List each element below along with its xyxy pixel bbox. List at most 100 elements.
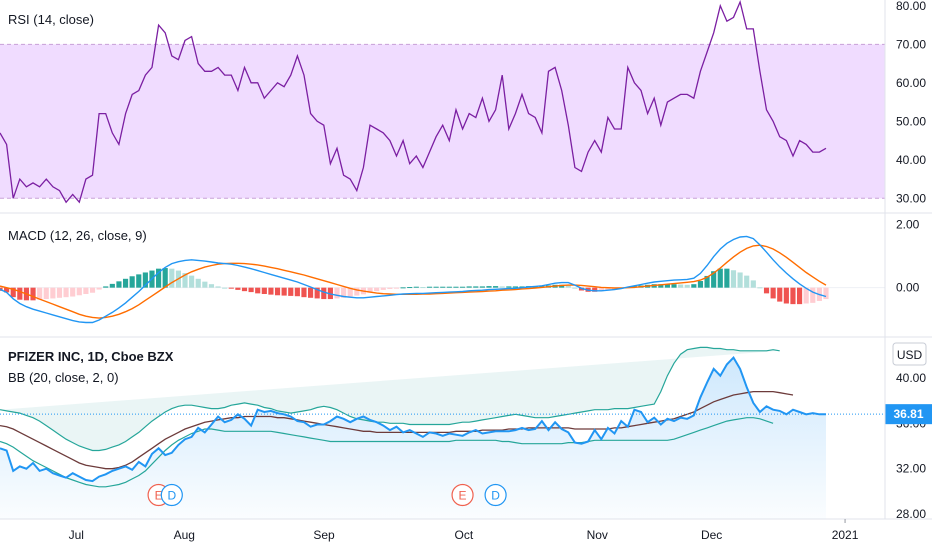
macd-histogram-bar bbox=[43, 287, 49, 300]
macd-histogram-bar bbox=[592, 287, 598, 292]
bb-band-fill bbox=[0, 347, 780, 451]
time-tick-label: Aug bbox=[174, 528, 195, 542]
last-price-badge-bg bbox=[885, 404, 932, 425]
event-marker-label: E bbox=[155, 489, 163, 503]
dividend-marker[interactable]: D bbox=[160, 483, 183, 507]
macd-histogram-bar bbox=[777, 287, 783, 302]
event-marker-circle bbox=[484, 483, 507, 507]
macd-histogram-bar bbox=[466, 286, 472, 288]
macd-histogram-bar bbox=[684, 284, 690, 288]
macd-histogram-bar bbox=[202, 281, 208, 288]
macd-histogram-bar bbox=[473, 286, 479, 288]
macd-histogram-bar bbox=[671, 284, 677, 288]
last-price-value: 36.81 bbox=[893, 407, 923, 421]
macd-histogram-bar bbox=[195, 278, 201, 288]
macd-histogram-bar bbox=[499, 286, 505, 288]
macd-histogram-bar bbox=[281, 287, 287, 296]
macd-histogram-bar bbox=[241, 287, 248, 292]
macd-histogram-bar bbox=[268, 287, 274, 295]
macd-histogram-bar bbox=[763, 287, 770, 294]
macd-pane-label: MACD (12, 26, close, 9) bbox=[8, 228, 147, 243]
macd-histogram-bar bbox=[400, 287, 406, 289]
dividend-marker[interactable]: D bbox=[484, 483, 507, 507]
macd-histogram-bar bbox=[122, 278, 129, 288]
time-tick-label: Nov bbox=[587, 528, 608, 542]
macd-histogram-bar bbox=[248, 287, 254, 293]
macd-histogram-bar bbox=[664, 284, 670, 288]
bb-upper-line bbox=[0, 346, 780, 452]
macd-histogram-bar bbox=[413, 286, 419, 288]
macd-histogram-bar bbox=[354, 287, 360, 296]
macd-histogram-bar bbox=[737, 272, 743, 288]
macd-histogram-bar bbox=[559, 284, 565, 288]
rsi-tick-label: 80.00 bbox=[896, 0, 926, 13]
time-tick-label: Dec bbox=[701, 528, 722, 542]
macd-histogram-bar bbox=[565, 285, 571, 288]
macd-histogram-bar bbox=[493, 286, 499, 288]
macd-histogram-bar bbox=[10, 287, 16, 298]
macd-histogram-bar bbox=[56, 287, 63, 298]
currency-button-frame bbox=[892, 342, 927, 366]
event-marker-circle bbox=[451, 483, 474, 507]
macd-histogram-bar bbox=[96, 287, 102, 290]
event-marker-circle bbox=[160, 483, 183, 507]
macd-histogram-bar bbox=[453, 286, 459, 288]
macd-histogram-bar bbox=[658, 284, 664, 288]
price-series-line bbox=[0, 355, 827, 483]
macd-histogram-bar bbox=[790, 287, 796, 305]
time-tick-label: Oct bbox=[454, 528, 473, 542]
macd-histogram-bar bbox=[4, 287, 10, 293]
macd-histogram-bar bbox=[182, 273, 188, 288]
macd-histogram-bar bbox=[321, 287, 327, 300]
macd-histogram-bar bbox=[796, 287, 803, 305]
time-tick-label: Jul bbox=[69, 528, 84, 542]
macd-histogram-bar bbox=[189, 275, 195, 288]
macd-histogram-bar bbox=[142, 272, 148, 288]
macd-histogram-bar bbox=[512, 286, 519, 288]
macd-histogram-bar bbox=[129, 276, 135, 288]
macd-histogram-bar bbox=[446, 286, 452, 288]
macd-histogram-bar bbox=[578, 287, 585, 291]
macd-histogram-bar bbox=[704, 275, 710, 288]
macd-histogram-bar bbox=[486, 286, 492, 288]
time-tick-label: Sep bbox=[313, 528, 335, 542]
macd-histogram-bar bbox=[757, 287, 763, 289]
macd-histogram-bar bbox=[301, 287, 307, 298]
bb-lower-line bbox=[0, 417, 774, 488]
macd-histogram-bar bbox=[162, 268, 168, 288]
bb-indicator-label: BB (20, close, 2, 0) bbox=[8, 370, 119, 385]
macd-histogram-bar bbox=[433, 286, 439, 288]
price-tick-label: 40.00 bbox=[896, 371, 926, 385]
rsi-axis: 80.00 70.00 60.00 50.00 40.00 30.00 bbox=[896, 0, 926, 205]
macd-histogram-bar bbox=[116, 281, 122, 288]
price-pane: PFIZER INC, 1D, Cboe BZX BB (20, close, … bbox=[0, 342, 932, 521]
earnings-marker[interactable]: E bbox=[451, 483, 474, 507]
macd-histogram-bar bbox=[76, 287, 82, 296]
macd-histogram-bar bbox=[598, 287, 604, 292]
macd-histogram-bar bbox=[823, 287, 829, 300]
macd-histogram-bar bbox=[235, 287, 241, 290]
time-axis[interactable]: Jul Aug Sep Oct Nov Dec 2021 bbox=[69, 519, 859, 542]
currency-label: USD bbox=[897, 348, 923, 362]
macd-histogram-bar bbox=[691, 284, 697, 288]
bb-basis-line bbox=[0, 390, 794, 470]
macd-histogram-bar bbox=[37, 287, 43, 300]
macd-histogram-bar bbox=[407, 287, 413, 289]
macd-histogram-bar bbox=[288, 287, 294, 296]
macd-histogram-bar bbox=[803, 287, 809, 304]
macd-histogram-bar bbox=[109, 283, 115, 288]
macd-histogram-bar bbox=[724, 268, 730, 288]
macd-histogram-bar bbox=[17, 287, 23, 300]
macd-histogram-bar bbox=[70, 287, 76, 297]
rsi-pane: RSI (14, close) 80.00 70.00 60.00 50.00 40.0… bbox=[0, 0, 926, 205]
macd-tick-label: 2.00 bbox=[896, 217, 920, 231]
event-marker-label: D bbox=[167, 489, 176, 503]
currency-button[interactable]: USD bbox=[892, 342, 927, 366]
macd-histogram-bar bbox=[393, 287, 400, 289]
macd-histogram-bar bbox=[30, 287, 36, 301]
macd-histogram-bar bbox=[420, 287, 426, 289]
event-marker-label: D bbox=[491, 489, 500, 503]
rsi-band bbox=[0, 44, 885, 199]
